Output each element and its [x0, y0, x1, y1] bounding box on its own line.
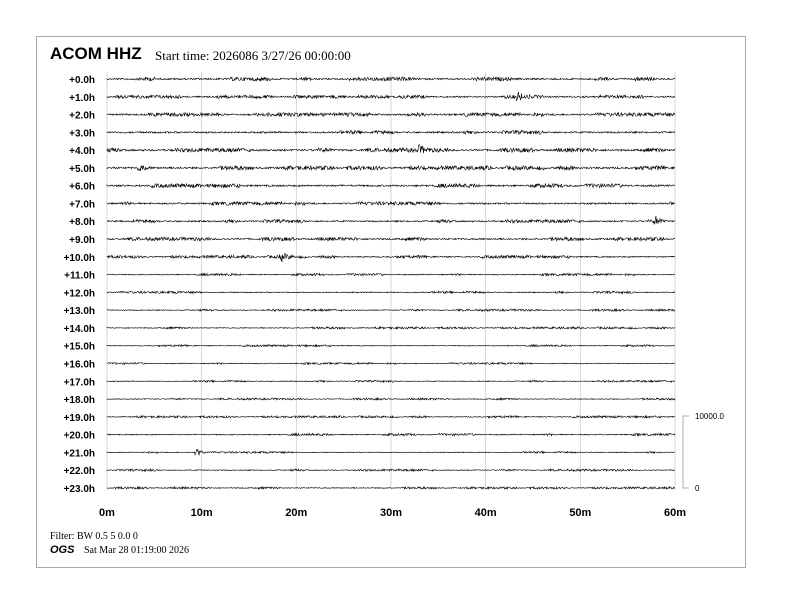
org-label: OGS — [50, 544, 75, 556]
seismic-trace — [106, 111, 676, 118]
x-tick-label: 40m — [475, 507, 497, 519]
row-label: +15.0h — [64, 342, 95, 353]
row-label: +13.0h — [64, 306, 95, 317]
row-label: +6.0h — [69, 182, 95, 193]
row-label: +22.0h — [64, 466, 95, 477]
seismic-trace — [106, 129, 676, 135]
row-label: +1.0h — [69, 93, 95, 104]
seismic-trace — [106, 343, 676, 348]
row-label: +21.0h — [64, 448, 95, 459]
seismic-trace — [106, 379, 676, 384]
row-label: +14.0h — [64, 324, 95, 335]
x-tick-label: 20m — [285, 507, 307, 519]
seismic-trace — [106, 468, 676, 473]
row-label: +2.0h — [69, 111, 95, 122]
seismic-trace — [106, 216, 676, 225]
generated-time: Sat Mar 28 01:19:00 2026 — [84, 545, 189, 556]
row-label: +10.0h — [64, 253, 95, 264]
row-label: +7.0h — [69, 199, 95, 210]
seismic-trace — [106, 272, 676, 277]
seismic-trace — [106, 236, 676, 242]
start-time: Start time: 2026086 3/27/26 00:00:00 — [155, 48, 351, 63]
row-label: +9.0h — [69, 235, 95, 246]
seismic-trace — [106, 432, 676, 437]
row-label: +4.0h — [69, 146, 95, 157]
seismic-trace — [106, 414, 676, 419]
seismic-trace — [106, 91, 676, 102]
seismic-trace — [106, 307, 676, 313]
row-label: +20.0h — [64, 431, 95, 442]
row-label: +11.0h — [64, 271, 95, 282]
row-label: +5.0h — [69, 164, 95, 175]
seismic-trace — [106, 144, 676, 154]
row-label: +16.0h — [64, 359, 95, 370]
seismic-trace — [106, 76, 676, 82]
x-tick-label: 0m — [99, 507, 115, 519]
helicorder-frame — [36, 36, 746, 568]
scale-bottom-label: 0 — [695, 484, 700, 493]
seismic-trace — [106, 397, 676, 402]
row-label: +17.0h — [64, 377, 95, 388]
seismic-trace — [106, 164, 676, 172]
row-label: +23.0h — [64, 484, 95, 495]
row-label: +0.0h — [69, 75, 95, 86]
station-title: ACOM HHZ — [50, 44, 142, 63]
x-tick-label: 10m — [191, 507, 213, 519]
row-label: +8.0h — [69, 217, 95, 228]
seismic-trace — [106, 361, 676, 366]
row-label: +19.0h — [64, 413, 95, 424]
x-tick-label: 30m — [380, 507, 402, 519]
row-label: +12.0h — [64, 288, 95, 299]
seismic-trace — [106, 252, 676, 263]
row-label: +3.0h — [69, 128, 95, 139]
seismic-trace — [106, 182, 676, 189]
x-tick-label: 60m — [664, 507, 686, 519]
row-label: +18.0h — [64, 395, 95, 406]
filter-label: Filter: BW 0.5 5 0.0 0 — [50, 531, 138, 542]
amplitude-scale-bar — [682, 415, 689, 489]
seismic-trace — [106, 325, 676, 330]
seismic-trace — [106, 200, 676, 207]
scale-top-label: 10000.0 — [695, 412, 724, 421]
seismic-trace — [106, 448, 676, 456]
seismic-trace — [106, 290, 676, 295]
seismic-trace — [106, 485, 676, 491]
x-tick-label: 50m — [569, 507, 591, 519]
